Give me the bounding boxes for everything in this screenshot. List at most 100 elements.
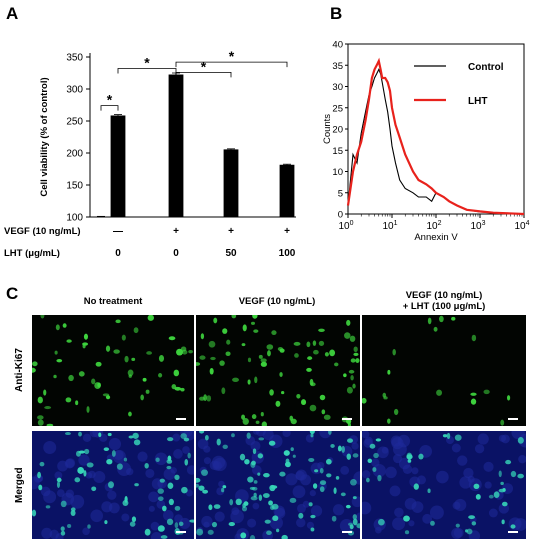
- cell-nucleus: [251, 460, 256, 466]
- x-tick-label: 102: [426, 220, 441, 232]
- significance-bracket: [175, 71, 232, 78]
- cell-nucleus: [160, 535, 168, 539]
- cell-nucleus: [333, 487, 337, 495]
- cell-nucleus: [253, 329, 259, 333]
- cell-nucleus: [413, 483, 419, 490]
- cell-nucleus: [167, 455, 172, 462]
- nucleus: [429, 505, 444, 520]
- nucleus: [185, 489, 193, 497]
- nucleus: [411, 467, 419, 475]
- cell-nucleus: [146, 351, 153, 355]
- cell-nucleus: [260, 412, 264, 417]
- cell-nucleus: [307, 356, 313, 360]
- cell-nucleus: [296, 393, 301, 399]
- cell-nucleus: [67, 523, 72, 528]
- micrograph-ki67-3: [362, 315, 526, 426]
- nucleus: [416, 475, 426, 485]
- cell-nucleus: [306, 367, 312, 372]
- column-title-no-treatment: No treatment: [83, 296, 143, 307]
- cell-nucleus: [347, 438, 354, 443]
- cell-nucleus: [168, 498, 174, 506]
- x-tick-label: 104: [514, 220, 529, 232]
- y-tick-label: 200: [66, 149, 83, 160]
- cell-nucleus: [455, 523, 460, 528]
- nucleus: [78, 454, 90, 466]
- nucleus: [332, 504, 345, 516]
- cell-nucleus: [301, 399, 307, 406]
- cell-nucleus: [266, 344, 274, 350]
- cell-nucleus: [281, 534, 288, 539]
- nucleus: [463, 467, 474, 479]
- cell-nucleus: [308, 502, 313, 507]
- y-tick-label: 350: [66, 53, 83, 64]
- cell-nucleus: [107, 432, 112, 437]
- cell-nucleus: [240, 532, 247, 539]
- nucleus: [82, 433, 92, 443]
- cell-nucleus: [189, 519, 194, 523]
- nucleus: [282, 431, 291, 438]
- nucleus: [41, 527, 53, 539]
- nucleus: [121, 513, 130, 522]
- legend-label: Control: [468, 62, 504, 73]
- cell-nucleus: [116, 463, 123, 470]
- cell-nucleus: [184, 458, 189, 466]
- cell-nucleus: [74, 477, 81, 483]
- nucleus: [488, 508, 498, 518]
- cell-nucleus: [394, 408, 399, 416]
- cell-nucleus: [121, 334, 126, 341]
- nucleus: [295, 469, 307, 481]
- cell-nucleus: [251, 486, 258, 491]
- cell-nucleus: [174, 505, 181, 511]
- nucleus: [351, 496, 360, 508]
- cell-nucleus: [258, 494, 263, 501]
- cell-nucleus: [162, 505, 167, 512]
- cell-nucleus: [310, 433, 314, 438]
- cell-nucleus: [98, 432, 102, 438]
- cell-nucleus: [144, 462, 149, 469]
- cell-nucleus: [309, 431, 315, 435]
- cell-nucleus: [252, 315, 258, 319]
- nucleus: [101, 501, 113, 513]
- cell-nucleus: [123, 457, 128, 462]
- nucleus: [108, 437, 122, 451]
- cell-nucleus: [219, 360, 225, 366]
- cell-nucleus: [91, 486, 97, 492]
- cell-nucleus: [326, 473, 332, 478]
- cell-nucleus: [283, 450, 290, 456]
- micrograph-ki67-1: [32, 315, 194, 426]
- nucleus: [508, 517, 522, 531]
- cell-nucleus: [187, 452, 191, 459]
- condition-value: +: [173, 226, 179, 237]
- cell-nucleus: [183, 437, 190, 442]
- cell-nucleus: [167, 437, 174, 442]
- cell-nucleus: [174, 386, 182, 391]
- cell-nucleus: [252, 448, 257, 455]
- condition-value: —: [113, 226, 123, 237]
- cell-nucleus: [261, 421, 267, 426]
- panel-letter-a: A: [6, 4, 19, 23]
- cell-nucleus: [105, 395, 111, 400]
- cell-nucleus: [239, 453, 246, 461]
- scale-bar: [342, 418, 352, 420]
- cell-nucleus: [91, 378, 96, 385]
- cell-nucleus: [37, 396, 43, 404]
- cell-nucleus: [436, 389, 443, 396]
- cell-nucleus: [196, 528, 204, 536]
- significance-star: *: [201, 58, 207, 74]
- condition-value: 0: [115, 248, 121, 259]
- cell-nucleus: [285, 458, 290, 464]
- nucleus: [170, 467, 177, 474]
- cell-nucleus: [222, 444, 228, 450]
- cell-nucleus: [289, 415, 294, 421]
- cell-nucleus: [343, 373, 347, 378]
- condition-row-label: LHT (μg/mL): [4, 248, 60, 259]
- cell-nucleus: [325, 458, 332, 465]
- cell-nucleus: [226, 339, 231, 345]
- cell-nucleus: [483, 389, 490, 395]
- nucleus: [292, 485, 306, 499]
- cell-nucleus: [140, 394, 144, 401]
- cell-nucleus: [324, 352, 329, 357]
- nucleus: [85, 472, 93, 479]
- y-tick-label: 10: [332, 167, 343, 178]
- cell-nucleus: [221, 387, 226, 395]
